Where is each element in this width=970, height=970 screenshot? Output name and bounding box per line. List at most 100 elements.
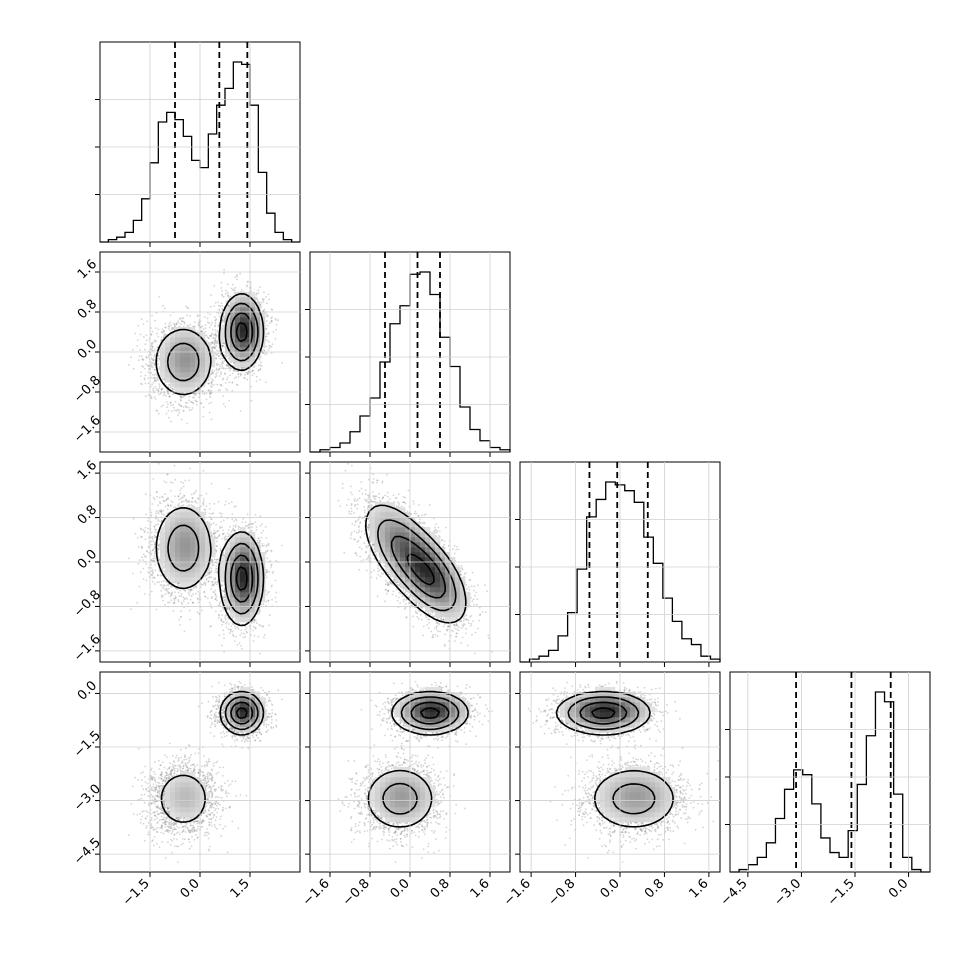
density-cell — [195, 347, 201, 353]
sample-point — [259, 364, 262, 367]
sample-point — [180, 395, 182, 398]
density-cell — [225, 312, 231, 318]
sample-point — [142, 359, 144, 361]
sample-point — [165, 401, 168, 403]
sample-point — [222, 395, 225, 397]
density-cell — [250, 292, 256, 298]
sample-point — [157, 355, 160, 358]
sample-point — [213, 384, 215, 386]
sample-point — [262, 310, 265, 312]
sample-point — [153, 353, 156, 356]
sample-point — [214, 340, 217, 343]
sample-point — [221, 357, 224, 360]
sample-point — [157, 389, 160, 392]
density-cell — [230, 297, 236, 303]
sample-point — [194, 321, 197, 324]
sample-point — [196, 400, 198, 403]
sample-point — [222, 324, 224, 327]
sample-point — [221, 365, 224, 367]
sample-point — [229, 374, 232, 377]
sample-point — [221, 308, 224, 311]
sample-point — [214, 333, 217, 336]
sample-point — [221, 345, 223, 348]
density-cell — [200, 342, 206, 348]
sample-point — [240, 373, 242, 375]
density-cell — [160, 362, 166, 368]
sample-point — [270, 321, 273, 323]
sample-point — [209, 334, 211, 337]
sample-point — [220, 302, 223, 305]
density-cell — [230, 347, 236, 353]
sample-point — [209, 335, 212, 338]
sample-point — [268, 341, 270, 343]
density-cell — [165, 342, 171, 348]
sample-point — [251, 369, 254, 372]
density-cell — [210, 357, 216, 363]
sample-point — [267, 349, 270, 351]
sample-point — [214, 320, 217, 322]
sample-point — [221, 308, 224, 310]
sample-point — [154, 340, 156, 343]
sample-point — [211, 350, 214, 352]
sample-point — [223, 315, 225, 317]
sample-point — [183, 322, 186, 325]
density-cell — [185, 352, 191, 358]
density-cell — [245, 297, 251, 303]
sample-point — [218, 304, 220, 307]
sample-point — [225, 388, 227, 390]
sample-point — [163, 392, 166, 395]
sample-point — [212, 337, 215, 339]
sample-point — [191, 401, 194, 404]
sample-point — [215, 375, 218, 377]
sample-point — [257, 369, 260, 372]
sample-point — [246, 281, 249, 283]
sample-point — [144, 343, 147, 346]
sample-point — [213, 305, 215, 307]
density-cell — [175, 352, 181, 358]
sample-point — [226, 291, 229, 294]
sample-point — [182, 316, 185, 319]
sample-point — [170, 420, 172, 423]
density-cell — [170, 362, 176, 368]
sample-point — [231, 372, 234, 375]
sample-point — [245, 372, 248, 374]
sample-point — [152, 349, 154, 352]
sample-point — [229, 369, 231, 372]
sample-point — [165, 326, 167, 329]
sample-point — [160, 520, 163, 523]
sample-point — [212, 372, 215, 374]
sample-point — [197, 329, 199, 332]
sample-point — [225, 289, 227, 292]
sample-point — [156, 376, 159, 379]
sample-point — [265, 593, 268, 596]
sample-point — [179, 317, 182, 319]
sample-point — [215, 545, 218, 547]
sample-point — [158, 296, 161, 298]
sample-point — [229, 367, 232, 370]
sample-point — [164, 394, 167, 397]
sample-point — [236, 644, 239, 646]
sample-point — [265, 312, 267, 315]
sample-point — [150, 364, 153, 367]
density-cell — [170, 377, 176, 383]
sample-point — [192, 402, 195, 405]
sample-point — [191, 407, 194, 409]
sample-point — [218, 355, 221, 358]
sample-point — [257, 289, 259, 292]
sample-point — [272, 571, 275, 573]
density-cell — [225, 347, 231, 353]
sample-point — [263, 350, 266, 352]
density-cell — [235, 337, 241, 343]
density-cell — [170, 367, 176, 373]
sample-point — [156, 378, 158, 380]
density-cell — [235, 307, 241, 313]
sample-point — [209, 305, 212, 308]
sample-point — [221, 293, 223, 296]
density-cell — [210, 362, 216, 368]
sample-point — [189, 401, 192, 403]
sample-point — [208, 411, 211, 414]
density-cell — [245, 322, 251, 328]
sample-point — [145, 339, 148, 342]
scatter-panel — [95, 461, 301, 667]
sample-point — [224, 382, 227, 384]
